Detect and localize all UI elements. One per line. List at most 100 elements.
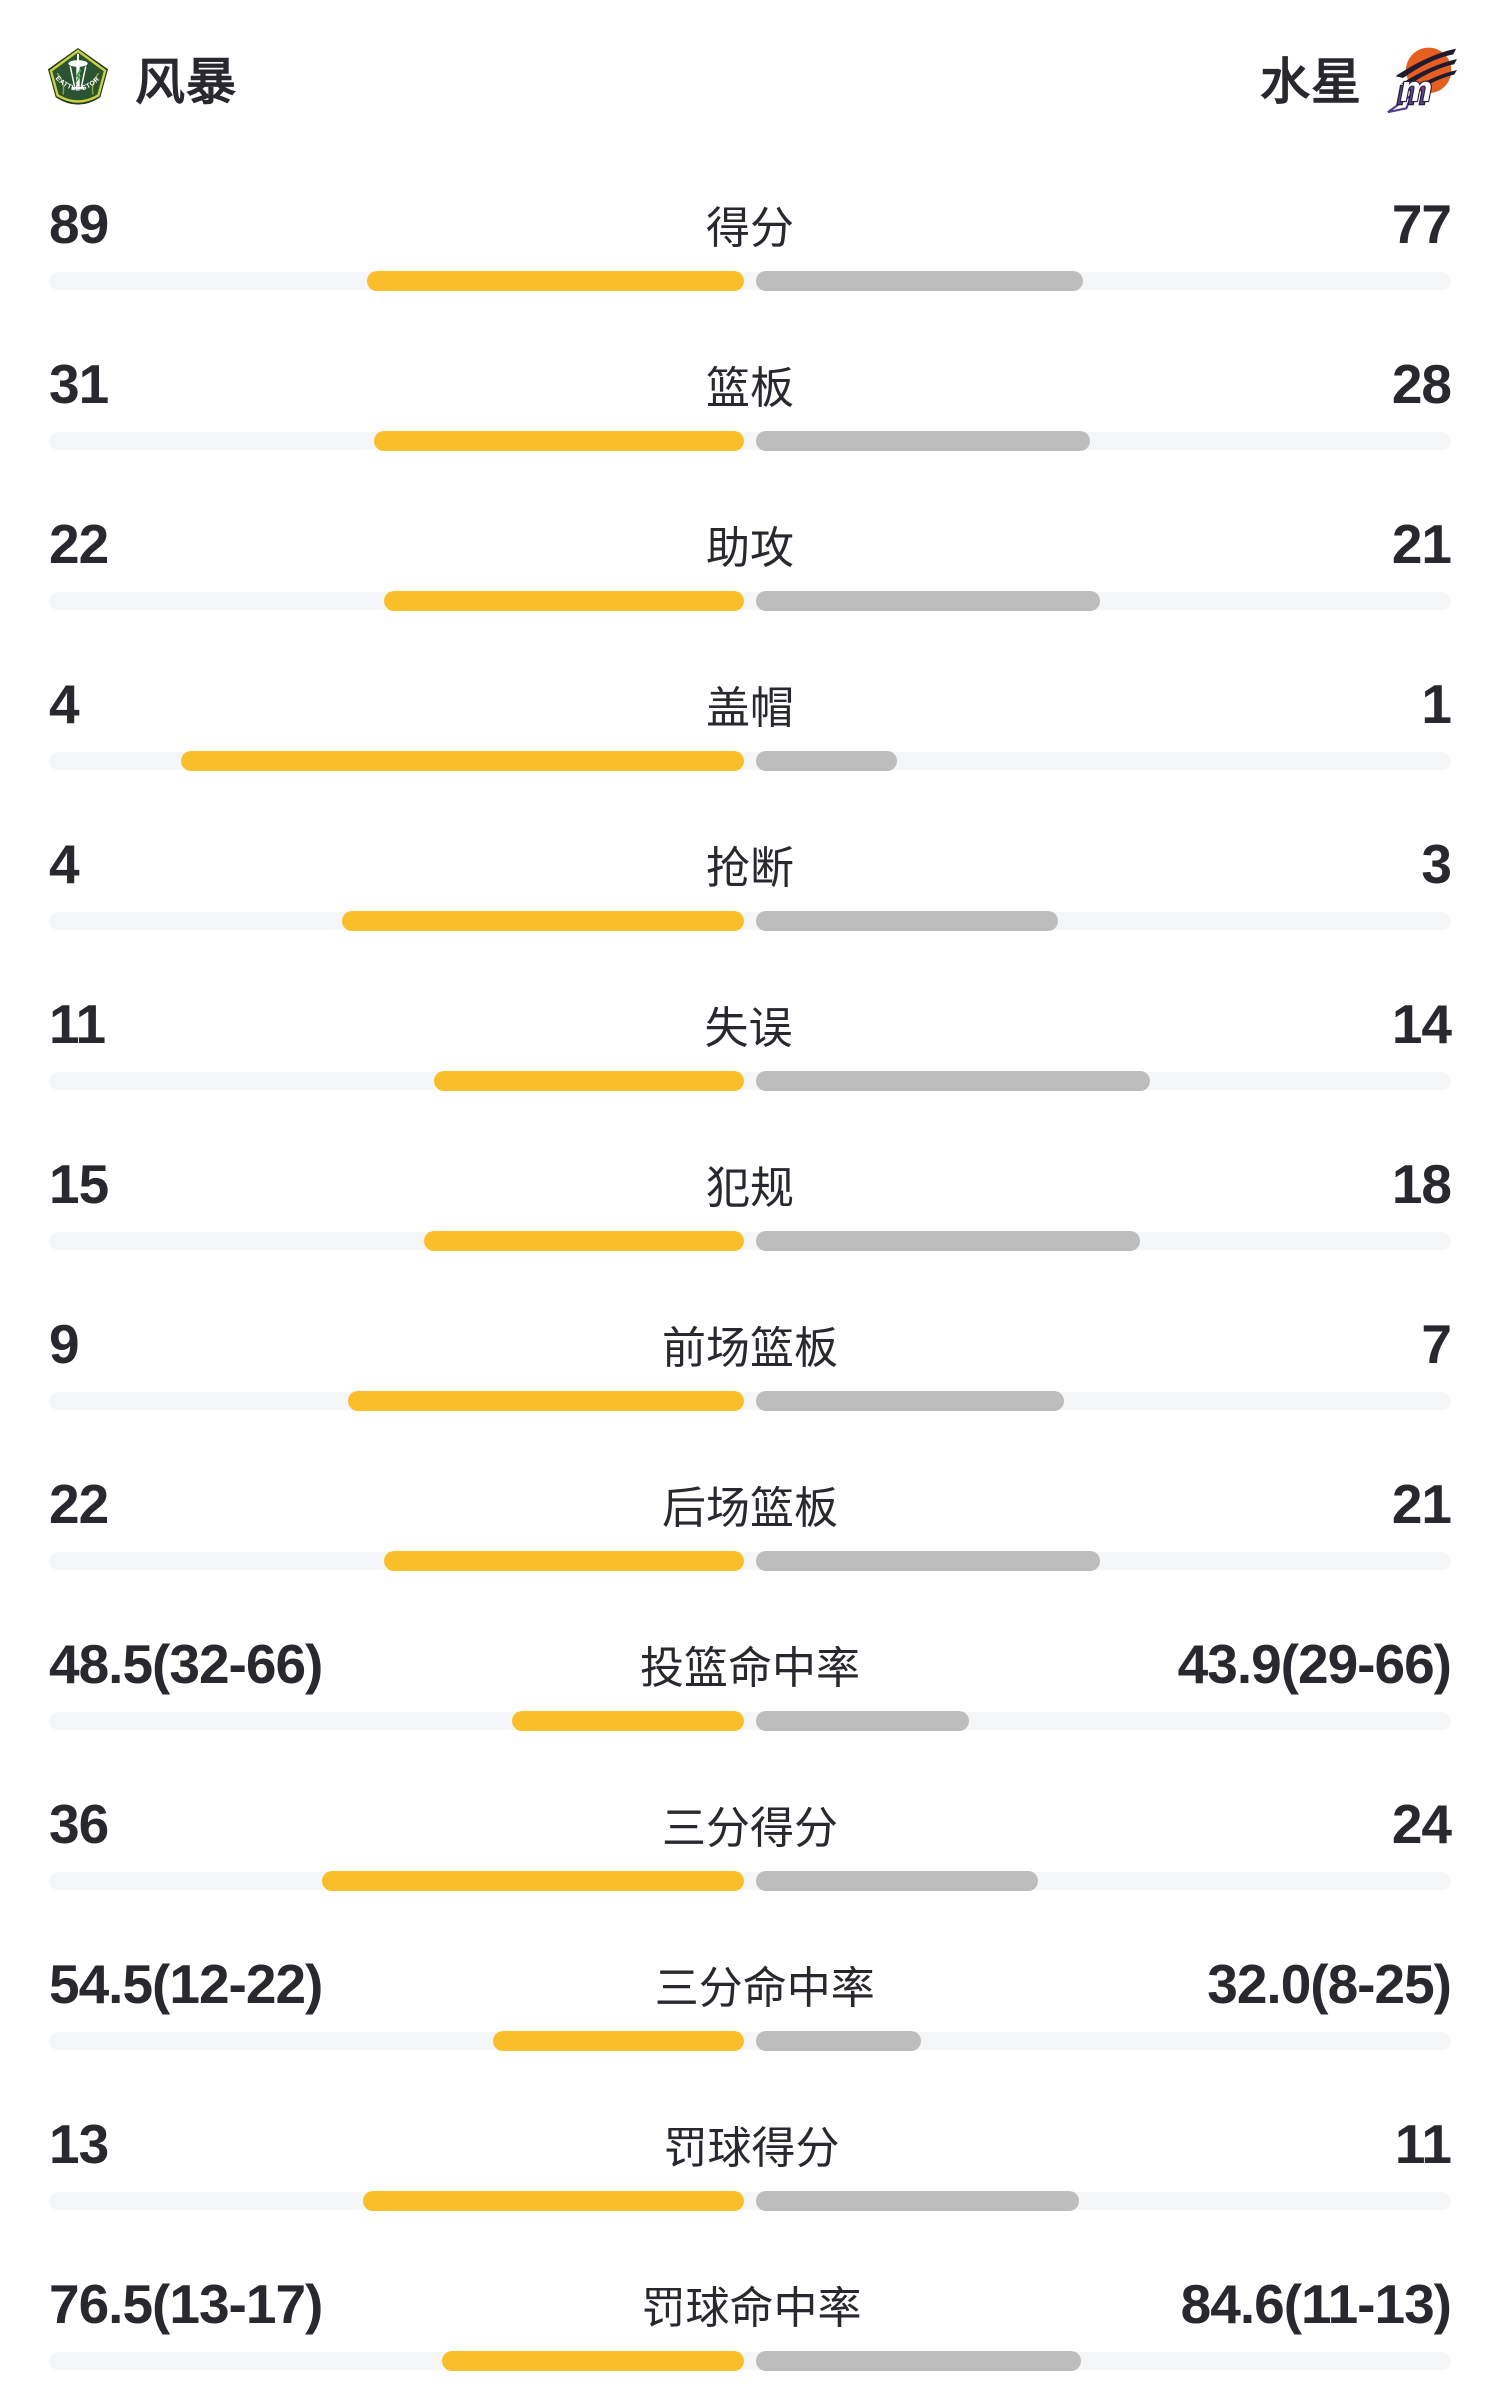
storm-logo-icon: SEATTLE STORM xyxy=(45,47,111,109)
stat-row: 22 后场篮板 21 xyxy=(0,1424,1500,1584)
team-name-right: 水星 xyxy=(1260,54,1362,110)
stat-bar-left xyxy=(434,1071,744,1091)
stat-value-right: 1 xyxy=(1421,673,1452,735)
stat-value-left: 22 xyxy=(49,513,109,575)
stat-value-right: 77 xyxy=(1391,193,1452,255)
stat-bar-track xyxy=(49,1871,1451,1891)
stat-label: 罚球命中率 xyxy=(641,2284,862,2333)
stat-label: 后场篮板 xyxy=(662,1484,838,1533)
stat-bar-track xyxy=(49,2191,1451,2211)
stat-bar-right xyxy=(756,591,1100,611)
stat-bar-track xyxy=(49,2031,1451,2051)
stat-bar-track xyxy=(49,1071,1451,1091)
stat-value-right: 3 xyxy=(1421,833,1452,895)
stat-bar-track xyxy=(49,1231,1451,1251)
stat-row: 76.5(13-17) 罚球命中率 84.6(11-13) xyxy=(0,2224,1500,2384)
stat-bar-left xyxy=(342,911,744,931)
stat-bar-track xyxy=(49,1391,1451,1411)
stat-bar-left xyxy=(442,2351,744,2371)
stat-row: 22 助攻 21 xyxy=(0,464,1500,624)
stat-label: 罚球得分 xyxy=(663,2124,840,2173)
stat-bar-right xyxy=(756,1711,969,1731)
stat-value-right: 24 xyxy=(1391,1793,1452,1855)
stat-bar-left xyxy=(512,1711,744,1731)
stat-bar-left xyxy=(424,1231,744,1251)
stat-value-left: 11 xyxy=(49,993,106,1055)
stat-bar-right xyxy=(756,271,1083,291)
stat-value-right: 43.9(29-66) xyxy=(1177,1633,1452,1695)
stat-bar-right xyxy=(756,2351,1081,2371)
stat-bar-track xyxy=(49,431,1451,451)
stat-bar-right xyxy=(756,2031,921,2051)
stat-bar-track xyxy=(49,2351,1451,2371)
stats-comparison-list: 89 得分 77 31 篮板 28 22 助攻 21 xyxy=(0,144,1500,2384)
stat-value-left: 13 xyxy=(49,2113,109,2175)
match-header: SEATTLE STORM 风暴 水星 m m xyxy=(45,40,1458,116)
stat-bar-right xyxy=(756,1391,1064,1411)
stat-label: 投篮命中率 xyxy=(640,1644,860,1693)
stat-bar-right xyxy=(756,1231,1140,1251)
stat-bar-left xyxy=(348,1391,744,1411)
stat-bar-right xyxy=(756,1871,1038,1891)
stat-value-left: 31 xyxy=(49,353,109,415)
stat-value-left: 4 xyxy=(49,673,80,735)
stat-label: 三分得分 xyxy=(662,1804,838,1853)
stat-bar-left xyxy=(384,591,744,611)
stat-bar-right xyxy=(756,751,897,771)
stat-bar-right xyxy=(756,431,1090,451)
stat-value-left: 4 xyxy=(49,833,80,895)
stat-bar-track xyxy=(49,271,1451,291)
stat-label: 三分命中率 xyxy=(654,1964,875,2013)
stat-bar-left xyxy=(367,271,744,291)
stat-value-right: 21 xyxy=(1391,513,1452,575)
stat-value-left: 15 xyxy=(49,1153,109,1215)
stat-bar-track xyxy=(49,1551,1451,1571)
stat-row: 9 前场篮板 7 xyxy=(0,1264,1500,1424)
stat-row: 4 盖帽 1 xyxy=(0,624,1500,784)
stat-value-left: 54.5(12-22) xyxy=(49,1953,323,2015)
svg-text:m: m xyxy=(1400,68,1432,109)
stat-value-right: 28 xyxy=(1391,353,1452,415)
stat-row: 31 篮板 28 xyxy=(0,304,1500,464)
stat-value-right: 18 xyxy=(1391,1153,1452,1215)
stat-value-left: 9 xyxy=(49,1313,80,1375)
stat-value-right: 7 xyxy=(1421,1313,1452,1375)
stat-row: 4 抢断 3 xyxy=(0,784,1500,944)
stat-bar-track xyxy=(49,911,1451,931)
team-right[interactable]: 水星 m m xyxy=(1260,41,1458,115)
stat-bar-track xyxy=(49,751,1451,771)
stat-value-right: 32.0(8-25) xyxy=(1207,1953,1452,2015)
stat-bar-left xyxy=(493,2031,744,2051)
stat-row: 54.5(12-22) 三分命中率 32.0(8-25) xyxy=(0,1904,1500,2064)
stat-value-right: 21 xyxy=(1391,1473,1452,1535)
stat-label: 盖帽 xyxy=(706,684,794,733)
stat-row: 13 罚球得分 11 xyxy=(0,2064,1500,2224)
stat-bar-left xyxy=(181,751,744,771)
stat-label: 助攻 xyxy=(706,524,794,573)
stat-bar-right xyxy=(756,1551,1100,1571)
stat-value-left: 89 xyxy=(49,193,109,255)
mercury-logo-icon: m m xyxy=(1386,41,1458,115)
stat-bar-right xyxy=(756,2191,1079,2211)
stat-bar-left xyxy=(322,1871,744,1891)
stat-value-left: 76.5(13-17) xyxy=(49,2273,323,2335)
stat-label: 前场篮板 xyxy=(662,1324,838,1373)
stat-bar-right xyxy=(756,911,1058,931)
stat-bar-left xyxy=(384,1551,744,1571)
stat-value-left: 48.5(32-66) xyxy=(49,1633,323,1695)
team-name-left: 风暴 xyxy=(135,54,237,110)
stat-bar-right xyxy=(756,1071,1150,1091)
stat-value-left: 22 xyxy=(49,1473,109,1535)
stat-row: 11 失误 14 xyxy=(0,944,1500,1104)
stat-bar-track xyxy=(49,591,1451,611)
stat-label: 得分 xyxy=(706,204,794,253)
stat-row: 89 得分 77 xyxy=(0,144,1500,304)
stat-value-right: 14 xyxy=(1391,993,1452,1055)
stat-bar-left xyxy=(363,2191,744,2211)
stat-value-left: 36 xyxy=(49,1793,109,1855)
stat-row: 36 三分得分 24 xyxy=(0,1744,1500,1904)
team-left[interactable]: SEATTLE STORM 风暴 xyxy=(45,42,237,114)
stat-label: 抢断 xyxy=(706,844,794,893)
stat-row: 48.5(32-66) 投篮命中率 43.9(29-66) xyxy=(0,1584,1500,1744)
stat-value-right: 84.6(11-13) xyxy=(1180,2273,1452,2335)
